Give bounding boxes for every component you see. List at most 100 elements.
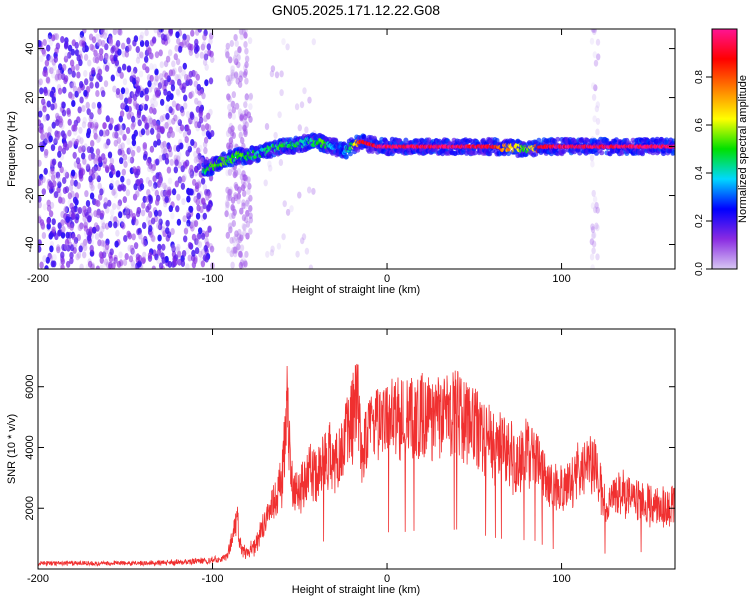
spectrogram-cell bbox=[224, 210, 229, 218]
spectrogram-cell bbox=[231, 91, 236, 99]
spectrogram-cell bbox=[200, 177, 206, 185]
spectrogram-cell bbox=[173, 166, 178, 174]
spectrogram-cell bbox=[158, 154, 163, 162]
spectrogram-cell bbox=[149, 52, 154, 60]
spectrogram-cell bbox=[279, 89, 284, 97]
spectrogram-cell bbox=[234, 58, 239, 66]
spectrogram-cell bbox=[83, 89, 88, 97]
spectrogram-cell bbox=[162, 222, 167, 230]
spectrogram-cell bbox=[593, 84, 598, 92]
spectrogram-cell bbox=[119, 124, 124, 132]
spectrogram-cell bbox=[83, 70, 88, 77]
spectrogram-cell bbox=[38, 216, 42, 224]
spectrogram-cell bbox=[97, 39, 103, 47]
spectrogram-cell bbox=[595, 206, 600, 214]
spectrogram-cell bbox=[182, 62, 187, 70]
spectrogram-cell bbox=[50, 103, 55, 111]
spectrogram-cell bbox=[69, 81, 74, 89]
spectrogram-cell bbox=[71, 100, 76, 107]
spectrogram-cell bbox=[88, 111, 94, 119]
spectrogram-cell bbox=[186, 195, 191, 203]
spectrogram-cell bbox=[591, 29, 596, 33]
spectrogram-cell bbox=[240, 184, 246, 192]
spectrogram-halo-cell bbox=[561, 149, 567, 154]
spectrogram-cell bbox=[203, 245, 208, 252]
spectrogram-cell bbox=[243, 31, 248, 39]
spectrogram-cell bbox=[133, 242, 139, 250]
spectrogram-cell bbox=[55, 119, 60, 127]
spectrogram-cell bbox=[105, 53, 110, 61]
spectrogram-cell bbox=[122, 196, 128, 204]
spectrogram-cell bbox=[299, 101, 305, 109]
spectrogram-cell bbox=[126, 138, 131, 145]
spectrogram-cell bbox=[227, 194, 233, 202]
spectrogram-cell bbox=[79, 263, 84, 269]
spectrogram-cell bbox=[126, 230, 131, 238]
spectrogram-cell bbox=[57, 161, 63, 169]
y-tick-label: 2000 bbox=[24, 496, 36, 520]
spectrogram-cell bbox=[161, 243, 166, 251]
spectrogram-cell bbox=[127, 97, 132, 105]
spectrogram-cell bbox=[590, 29, 595, 33]
spectrogram-cell bbox=[147, 115, 153, 123]
spectrogram-cell bbox=[116, 260, 122, 268]
spectrogram-cell bbox=[179, 142, 184, 150]
spectrogram-cell bbox=[188, 188, 193, 196]
spectrogram-cell bbox=[149, 74, 154, 82]
spectrogram-cell bbox=[55, 171, 61, 179]
spectrogram-cell bbox=[263, 179, 268, 187]
spectrogram-cell bbox=[203, 115, 208, 123]
spectrogram-cell bbox=[177, 258, 182, 266]
spectrogram-cell bbox=[193, 156, 199, 164]
spectrogram-cell bbox=[144, 55, 149, 63]
spectrogram-cell bbox=[99, 231, 104, 239]
spectrogram-cell bbox=[121, 42, 126, 50]
spectrogram-cell bbox=[203, 147, 208, 155]
spectrogram-cell bbox=[248, 194, 253, 202]
spectrogram-cell bbox=[142, 153, 148, 161]
spectrogram-cell bbox=[131, 262, 137, 269]
spectrogram-cell bbox=[182, 173, 187, 181]
spectrogram-cell bbox=[229, 65, 235, 73]
spectrogram-cell bbox=[129, 156, 135, 164]
spectrogram-cell bbox=[175, 125, 180, 133]
spectrogram-cell bbox=[265, 250, 270, 258]
spectrogram-cell bbox=[91, 226, 97, 234]
spectrogram-cell bbox=[175, 31, 180, 39]
spectrogram-cell bbox=[57, 181, 62, 189]
spectrogram-cell bbox=[239, 234, 244, 242]
spectrogram-cell bbox=[111, 45, 116, 53]
spectrogram-cell bbox=[43, 70, 49, 78]
spectrogram-cell bbox=[104, 55, 109, 63]
spectrogram-cell bbox=[83, 238, 88, 246]
spectrogram-cell bbox=[166, 132, 172, 140]
spectrogram-cell bbox=[112, 85, 117, 93]
spectrogram-cell bbox=[44, 132, 49, 140]
spectrogram-cell bbox=[207, 191, 212, 199]
spectrogram-cell bbox=[95, 148, 101, 156]
spectrogram-cell bbox=[70, 93, 75, 101]
spectrogram-cell bbox=[123, 160, 128, 168]
spectrogram-cell bbox=[248, 92, 254, 100]
spectrogram-cell bbox=[93, 210, 98, 218]
spectrogram-cell bbox=[100, 29, 105, 36]
snr-x-label: Height of straight line (km) bbox=[292, 584, 420, 596]
spectrogram-cell bbox=[164, 121, 169, 129]
snr-panel: -200 -100 0 100 2000 4000 6000 Height of stra… bbox=[6, 328, 676, 596]
spectrogram-cell bbox=[241, 214, 247, 222]
spectrogram-cell bbox=[130, 122, 135, 130]
spectrogram-cell bbox=[238, 75, 243, 83]
spectrogram-cell bbox=[239, 114, 244, 122]
spectrogram-cell bbox=[185, 209, 191, 217]
spectrogram-cell bbox=[112, 131, 117, 139]
spectrogram-cell bbox=[174, 159, 179, 167]
snr-frame bbox=[37, 328, 676, 570]
spectrogram-cell bbox=[226, 93, 231, 101]
spectrogram-cell bbox=[225, 130, 231, 138]
spectrogram-cell bbox=[227, 191, 232, 199]
spectrogram-cell bbox=[79, 137, 84, 145]
spectrogram-cell bbox=[194, 247, 200, 255]
spectrogram-cell bbox=[114, 240, 119, 248]
spectrogram-cell bbox=[109, 54, 115, 62]
spectrogram-cell bbox=[167, 118, 172, 126]
